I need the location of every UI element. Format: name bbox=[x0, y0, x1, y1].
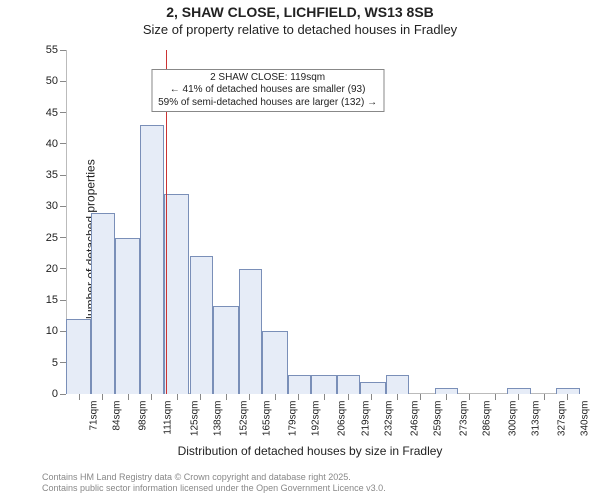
footer-line1: Contains HM Land Registry data © Crown c… bbox=[42, 472, 386, 483]
x-tick-label: 179sqm bbox=[287, 401, 298, 437]
x-tick-label: 286sqm bbox=[481, 401, 492, 437]
histogram-bar bbox=[288, 375, 312, 394]
y-tick-label: 20 bbox=[46, 263, 58, 275]
annotation-line: 2 SHAW CLOSE: 119sqm bbox=[158, 72, 377, 85]
x-tick bbox=[249, 394, 250, 400]
y-tick-label: 50 bbox=[46, 75, 58, 87]
x-tick bbox=[226, 394, 227, 400]
x-tick bbox=[177, 394, 178, 400]
x-tick bbox=[469, 394, 470, 400]
x-tick-label: 313sqm bbox=[531, 401, 542, 437]
y-tick-label: 5 bbox=[52, 357, 58, 369]
x-tick-label: 219sqm bbox=[360, 401, 371, 437]
x-tick bbox=[518, 394, 519, 400]
x-tick bbox=[348, 394, 349, 400]
x-tick-label: 206sqm bbox=[336, 401, 347, 437]
x-tick bbox=[495, 394, 496, 400]
x-tick bbox=[397, 394, 398, 400]
y-tick-label: 10 bbox=[46, 325, 58, 337]
histogram-bar bbox=[386, 375, 410, 394]
x-tick-label: 125sqm bbox=[189, 401, 200, 437]
y-tick bbox=[60, 300, 66, 301]
annotation-line: 59% of semi-detached houses are larger (… bbox=[158, 97, 377, 110]
y-tick bbox=[60, 175, 66, 176]
x-tick-label: 300sqm bbox=[507, 401, 518, 437]
x-tick-label: 246sqm bbox=[409, 401, 420, 437]
x-tick bbox=[151, 394, 152, 400]
y-tick bbox=[60, 268, 66, 269]
histogram-bar bbox=[239, 269, 263, 394]
chart-container: Number of detached properties 0510152025… bbox=[36, 44, 584, 440]
histogram-bar bbox=[337, 375, 361, 394]
x-tick-label: 152sqm bbox=[238, 401, 249, 437]
x-tick-label: 273sqm bbox=[458, 401, 469, 437]
x-tick bbox=[324, 394, 325, 400]
x-tick-label: 340sqm bbox=[580, 401, 591, 437]
x-tick-label: 192sqm bbox=[311, 401, 322, 437]
chart-title-line2: Size of property relative to detached ho… bbox=[0, 22, 600, 37]
x-tick bbox=[544, 394, 545, 400]
x-tick bbox=[200, 394, 201, 400]
histogram-bar bbox=[66, 319, 91, 394]
x-tick bbox=[79, 394, 80, 400]
y-tick-label: 0 bbox=[52, 388, 58, 400]
y-tick bbox=[60, 143, 66, 144]
y-tick-label: 35 bbox=[46, 169, 58, 181]
y-tick-label: 15 bbox=[46, 294, 58, 306]
plot-area: 051015202530354045505571sqm84sqm98sqm111… bbox=[66, 50, 580, 394]
y-tick-label: 30 bbox=[46, 200, 58, 212]
x-tick-label: 98sqm bbox=[137, 401, 148, 431]
footer-line2: Contains public sector information licen… bbox=[42, 483, 386, 494]
chart-title-block: 2, SHAW CLOSE, LICHFIELD, WS13 8SB Size … bbox=[0, 0, 600, 37]
x-tick-label: 138sqm bbox=[213, 401, 224, 437]
annotation-line: ← 41% of detached houses are smaller (93… bbox=[158, 84, 377, 97]
x-tick bbox=[128, 394, 129, 400]
y-tick bbox=[60, 206, 66, 207]
histogram-bar bbox=[140, 125, 164, 394]
x-tick bbox=[420, 394, 421, 400]
y-tick bbox=[60, 237, 66, 238]
x-tick-label: 232sqm bbox=[383, 401, 394, 437]
histogram-bar bbox=[115, 238, 140, 394]
y-tick bbox=[60, 50, 66, 51]
attribution-footer: Contains HM Land Registry data © Crown c… bbox=[42, 472, 386, 494]
x-axis-label: Distribution of detached houses by size … bbox=[178, 444, 443, 458]
y-tick bbox=[60, 112, 66, 113]
histogram-bar bbox=[213, 306, 238, 394]
histogram-bar bbox=[262, 331, 287, 394]
x-tick bbox=[298, 394, 299, 400]
histogram-bar bbox=[311, 375, 336, 394]
histogram-bar bbox=[164, 194, 189, 394]
x-tick bbox=[275, 394, 276, 400]
y-tick-label: 45 bbox=[46, 107, 58, 119]
x-tick-label: 165sqm bbox=[262, 401, 273, 437]
x-tick-label: 259sqm bbox=[432, 401, 443, 437]
x-tick-label: 327sqm bbox=[556, 401, 567, 437]
x-tick bbox=[371, 394, 372, 400]
chart-title-line1: 2, SHAW CLOSE, LICHFIELD, WS13 8SB bbox=[0, 4, 600, 20]
x-tick bbox=[102, 394, 103, 400]
x-tick bbox=[567, 394, 568, 400]
x-tick-label: 71sqm bbox=[88, 401, 99, 431]
histogram-bar bbox=[91, 213, 115, 394]
histogram-bar bbox=[360, 382, 385, 395]
annotation-box: 2 SHAW CLOSE: 119sqm← 41% of detached ho… bbox=[151, 69, 384, 113]
x-tick-label: 111sqm bbox=[163, 401, 174, 435]
y-tick-label: 40 bbox=[46, 138, 58, 150]
y-tick bbox=[60, 81, 66, 82]
y-tick-label: 25 bbox=[46, 232, 58, 244]
y-tick-label: 55 bbox=[46, 44, 58, 56]
x-tick-label: 84sqm bbox=[112, 401, 123, 431]
histogram-bar bbox=[190, 256, 214, 394]
x-tick bbox=[446, 394, 447, 400]
